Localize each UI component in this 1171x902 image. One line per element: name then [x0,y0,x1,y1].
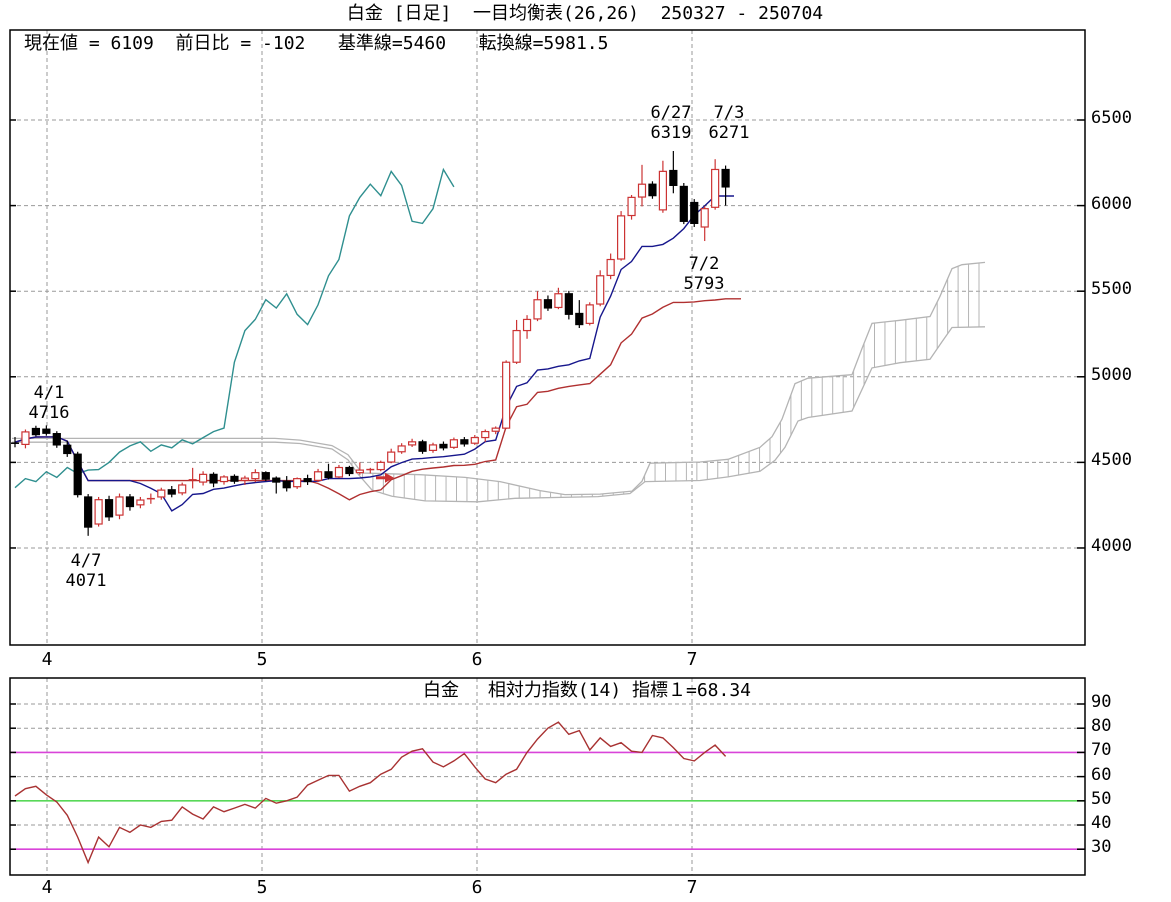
annotation-high-627: 6/27 6319 [636,103,706,143]
annotation-low-47: 4/7 4071 [51,551,121,591]
annotation-price: 4716 [28,403,70,423]
rsi-axis-label-90: 90 [1091,692,1112,712]
month-axis-label-6: 6 [471,649,483,670]
annotation-date: 7/3 [713,103,745,123]
price-axis-label-6000: 6000 [1091,193,1132,214]
rsi-title: 白金 相対力指数(14) 指標１=68.34 [422,680,752,701]
rsi-axis-label-80: 80 [1091,716,1112,737]
annotation-high-73: 7/3 6271 [694,103,764,143]
rsi-axis-label-40: 40 [1091,813,1112,833]
rsi-axis-label-50: 50 [1091,788,1112,809]
annotation-date: 7/2 [688,254,720,274]
annotation-price: 5793 [683,274,725,294]
annotation-high-41: 4/1 4716 [14,383,84,423]
price-axis-label-5500: 5500 [1091,279,1132,300]
price-axis-label-4000: 4000 [1091,535,1132,556]
price-axis-label-6500: 6500 [1091,108,1132,128]
annotation-price: 6271 [708,123,750,143]
rsi-month-axis-label-4: 4 [41,877,53,898]
rsi-axis-label-30: 30 [1091,837,1112,858]
rsi-month-axis-label-6: 6 [471,877,483,898]
annotation-date: 6/27 [650,103,692,123]
annotation-price: 4071 [65,571,107,591]
annotation-date: 4/7 [70,551,102,571]
rsi-axis-label-60: 60 [1091,764,1112,785]
rsi-month-axis-label-5: 5 [256,877,268,898]
annotation-price: 6319 [650,123,692,143]
month-axis-label-4: 4 [41,649,53,670]
quote-info-line: 現在値 = 6109 前日比 = -102 基準線=5460 転換線=5981.… [24,33,609,54]
annotation-date: 4/1 [33,383,65,403]
annotation-low-72: 7/2 5793 [669,254,739,294]
rsi-axis-label-70: 70 [1091,740,1112,761]
price-axis-label-4500: 4500 [1091,450,1132,471]
price-axis-label-5000: 5000 [1091,364,1132,385]
month-axis-label-7: 7 [686,649,698,670]
rsi-month-axis-label-7: 7 [686,877,698,898]
month-axis-label-5: 5 [256,649,268,670]
chart-title: 白金 [日足] 一目均衡表(26,26) 250327 - 250704 [346,3,824,24]
